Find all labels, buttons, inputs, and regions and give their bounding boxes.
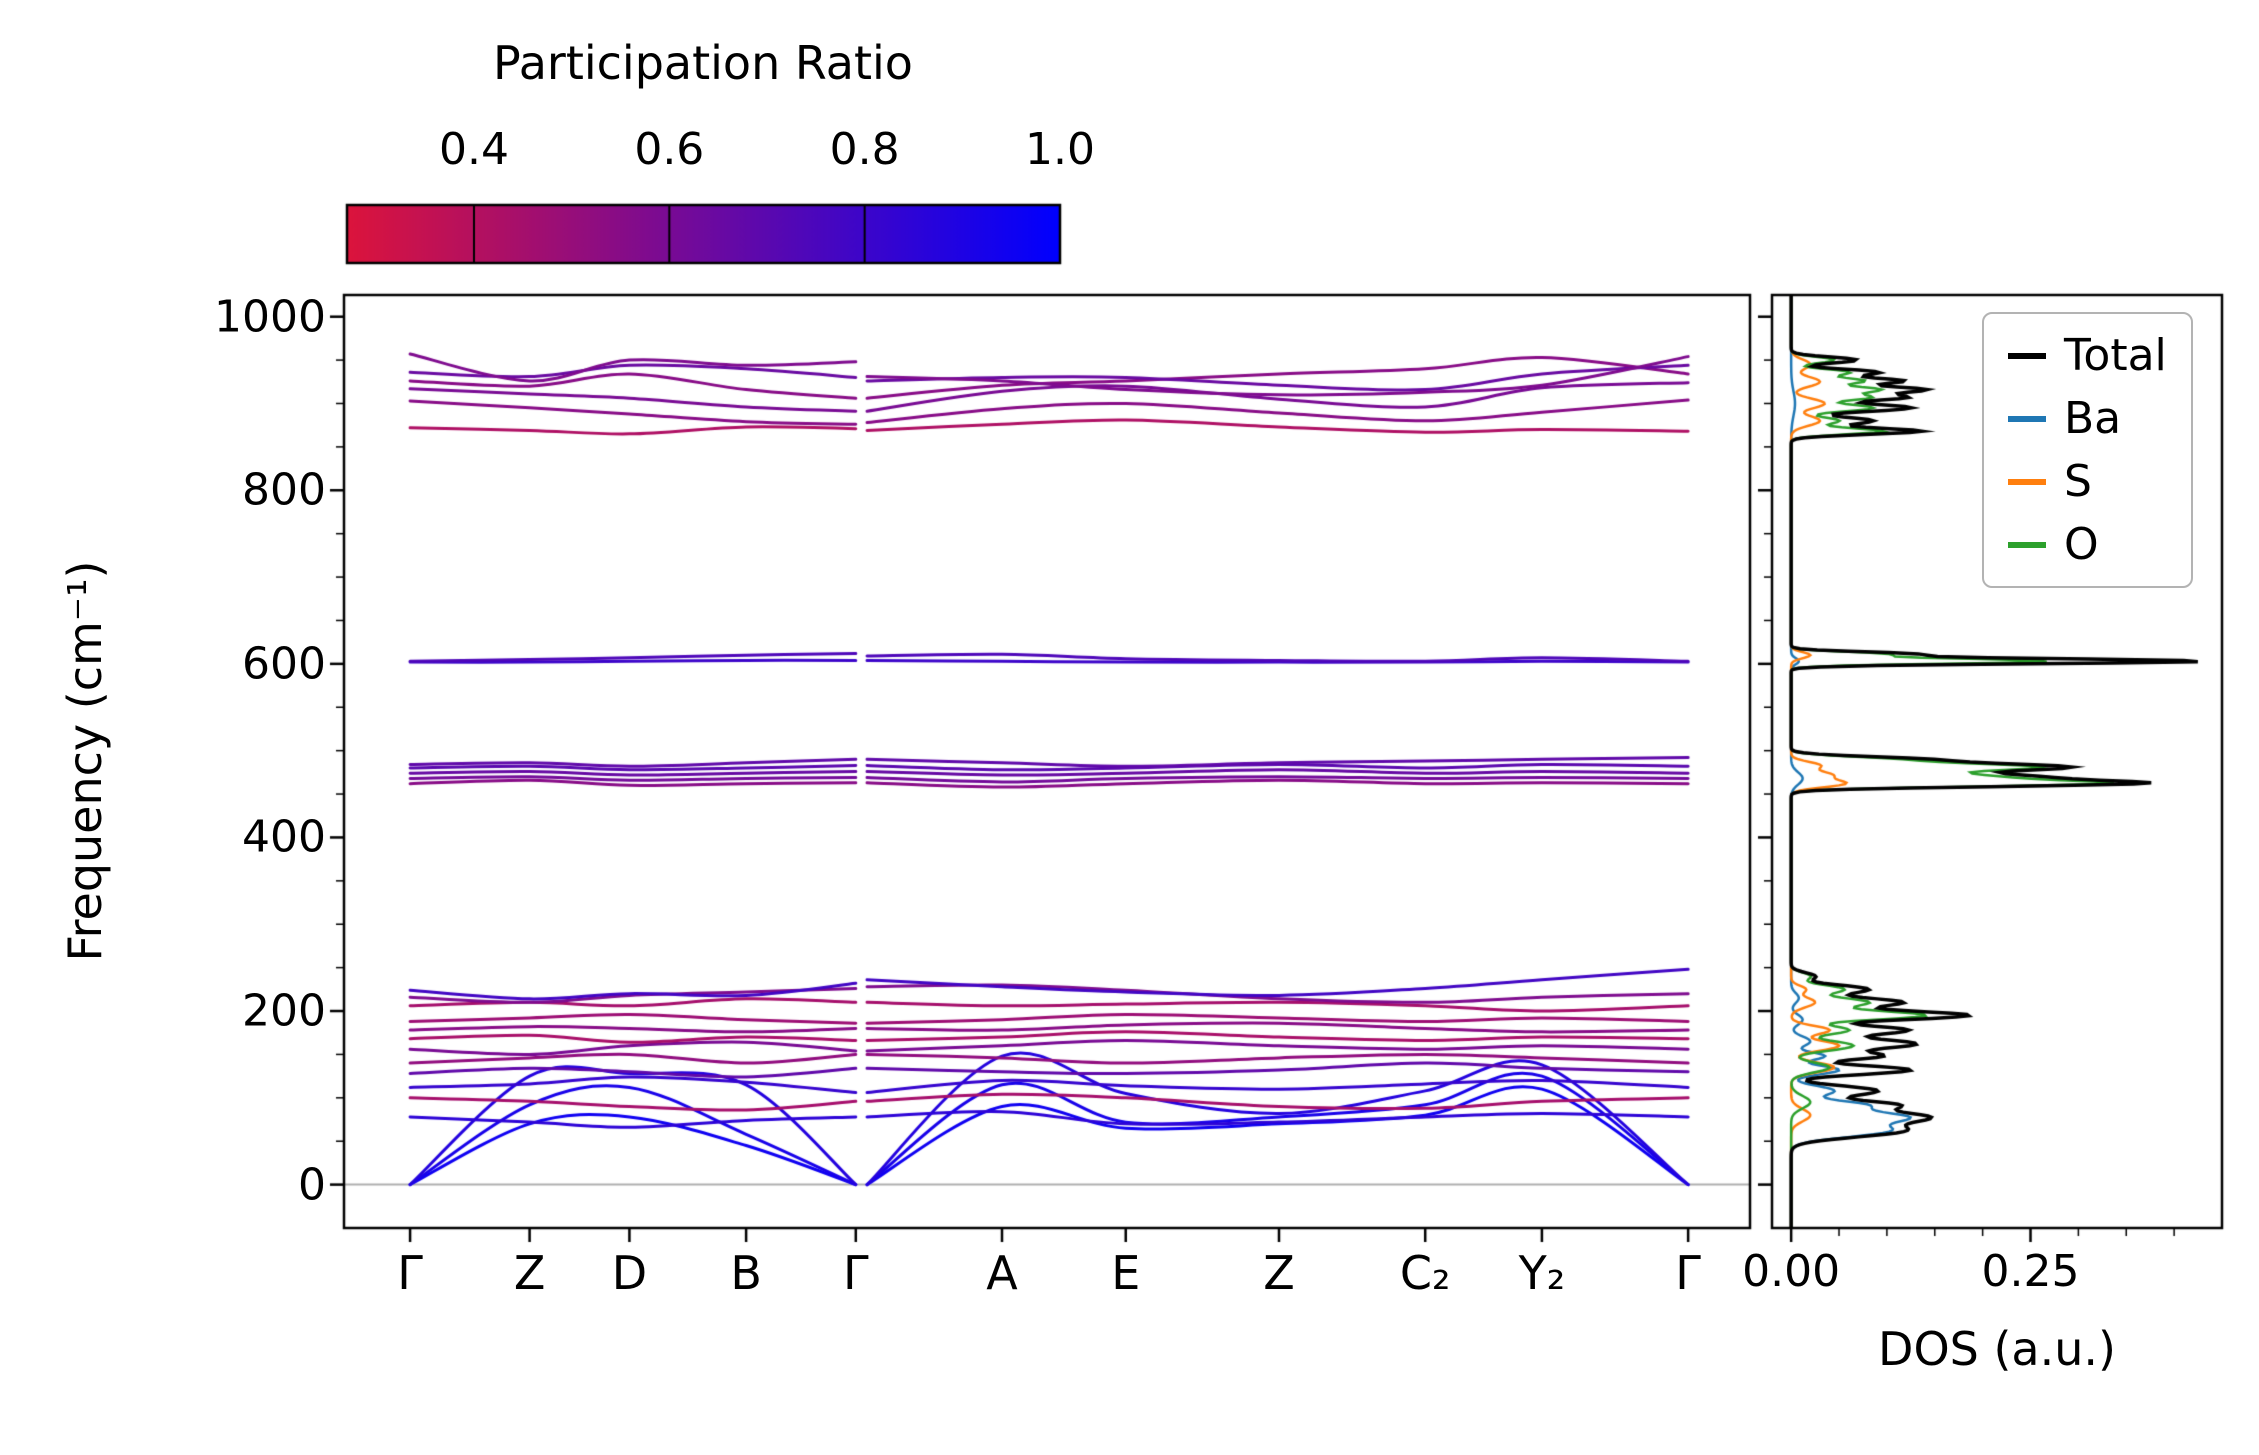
kpoint-label: Y₂ (1518, 1246, 1566, 1300)
dos-x-tick-label: 0.25 (1981, 1246, 2080, 1297)
o-line-swatch (2008, 541, 2046, 548)
kpoint-label: A (986, 1246, 1018, 1300)
kpoint-label: Z (513, 1246, 546, 1300)
legend-label: Total (2064, 330, 2167, 381)
colorbar-tick-label: 1.0 (1025, 124, 1095, 175)
kpoint-label: E (1111, 1246, 1141, 1300)
legend-entry-s: S (2008, 456, 2167, 507)
total-line-swatch (2008, 352, 2046, 359)
y-tick-label: 800 (242, 464, 326, 516)
kpoint-label: D (611, 1246, 648, 1300)
colorbar-title: Participation Ratio (493, 36, 913, 90)
s-line-swatch (2008, 478, 2046, 485)
kpoint-label: Γ (842, 1246, 869, 1300)
kpoint-label: B (730, 1246, 762, 1300)
legend-entry-ba: Ba (2008, 393, 2167, 444)
legend-entry-o: O (2008, 519, 2167, 570)
legend-label: S (2064, 456, 2092, 507)
y-axis-label: Frequency (cm⁻¹) (58, 560, 112, 962)
kpoint-label: Z (1263, 1246, 1295, 1300)
ba-line-swatch (2008, 415, 2046, 422)
colorbar-tick-label: 0.6 (634, 124, 705, 175)
y-tick-label: 400 (242, 811, 326, 863)
legend-entry-total: Total (2008, 330, 2167, 381)
legend-label: Ba (2064, 393, 2122, 444)
y-tick-label: 0 (298, 1159, 326, 1211)
kpoint-label: Γ (397, 1246, 423, 1300)
dos-legend: Total Ba S O (1982, 312, 2193, 588)
y-tick-label: 1000 (214, 291, 326, 343)
legend-label: O (2064, 519, 2099, 570)
y-tick-label: 600 (242, 638, 326, 690)
kpoint-label: C₂ (1399, 1246, 1451, 1300)
dos-x-tick-label: 0.00 (1742, 1246, 1841, 1297)
kpoint-label: Γ (1675, 1246, 1701, 1300)
y-tick-label: 200 (242, 985, 326, 1037)
colorbar-tick-label: 0.8 (829, 124, 900, 175)
dos-x-axis-label: DOS (a.u.) (1878, 1322, 2116, 1376)
colorbar-tick-label: 0.4 (438, 124, 509, 175)
